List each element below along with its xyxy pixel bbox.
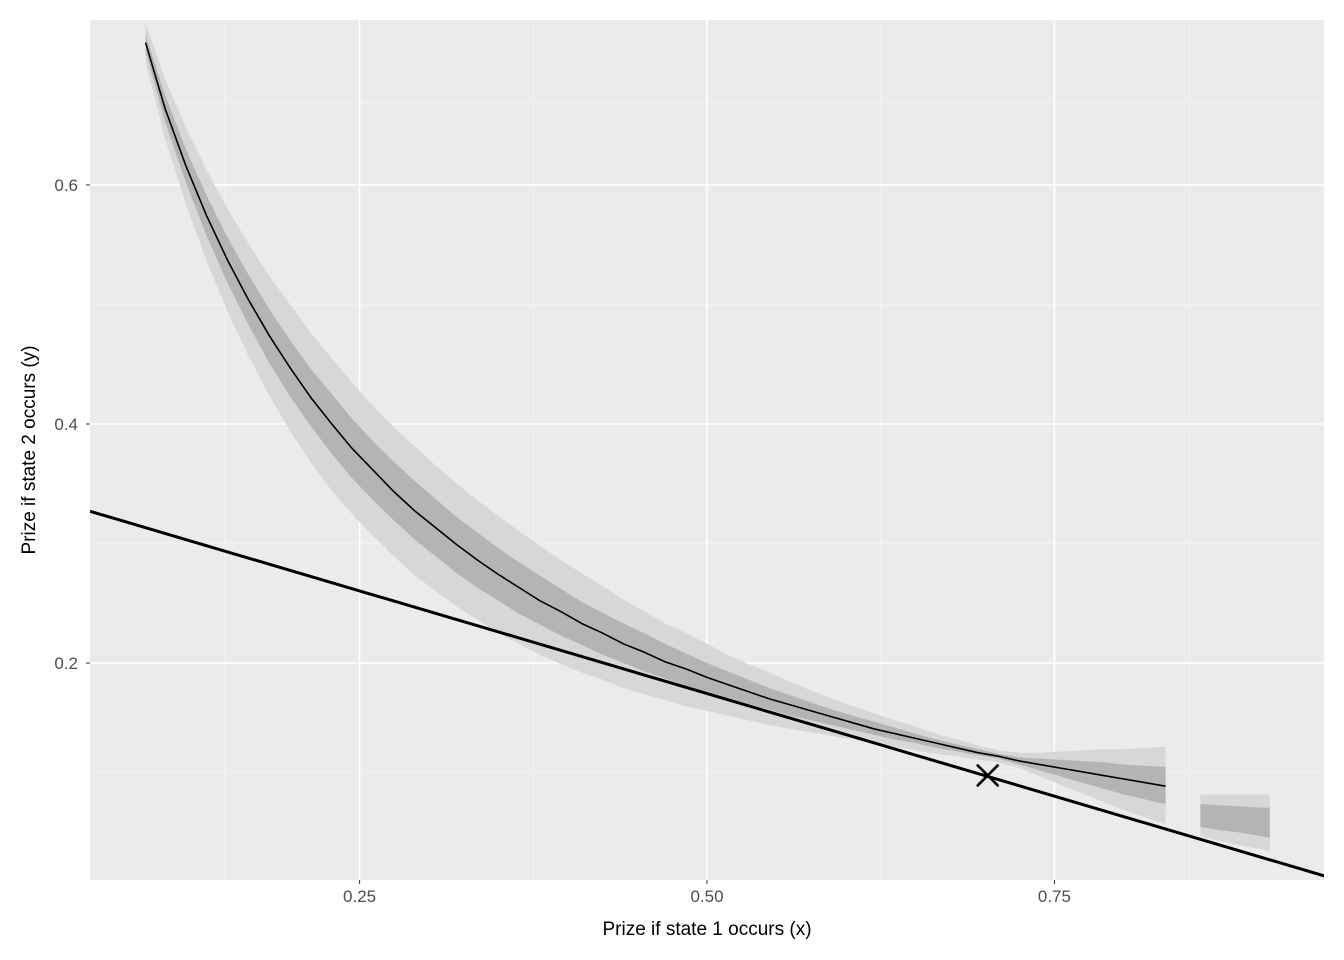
y-tick-label: 0.4 <box>54 415 78 434</box>
y-axis-label: Prize if state 2 occurs (y) <box>19 345 40 554</box>
chart-svg: 0.25 0.50 0.75 0.2 0.4 0.6 Prize if state 1 oc… <box>0 0 1344 960</box>
x-tick-label: 0.50 <box>690 887 723 906</box>
chart-container: 0.25 0.50 0.75 0.2 0.4 0.6 Prize if state 1 oc… <box>0 0 1344 960</box>
x-tick-label: 0.25 <box>343 887 376 906</box>
x-tick-label: 0.75 <box>1038 887 1071 906</box>
y-tick-label: 0.6 <box>54 176 78 195</box>
x-axis-label: Prize if state 1 occurs (x) <box>602 919 811 940</box>
y-tick-label: 0.2 <box>54 654 78 673</box>
